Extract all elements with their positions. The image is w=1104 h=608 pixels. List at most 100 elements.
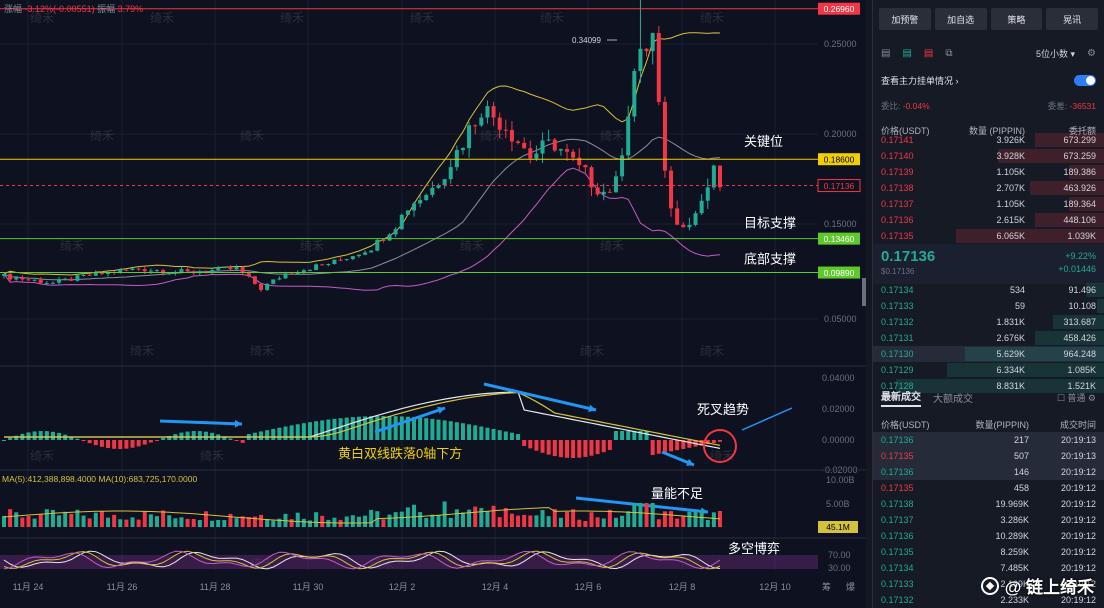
candle-body bbox=[479, 117, 484, 126]
ask-row[interactable]: 0.17137 1.105K 189.364 bbox=[873, 196, 1104, 212]
candle-body bbox=[314, 264, 319, 270]
both-sides-icon[interactable]: ▤ bbox=[881, 47, 891, 59]
bid-row[interactable]: 0.17131 2.676K 458.426 bbox=[873, 330, 1104, 346]
macd-bar bbox=[613, 431, 618, 440]
tab-latest-trades[interactable]: 最新成交 bbox=[881, 388, 921, 407]
main-order-toggle[interactable] bbox=[1074, 75, 1096, 86]
alert-button[interactable]: 加预警 bbox=[879, 8, 931, 30]
decimal-select[interactable]: 5位小数 ▾ bbox=[1035, 48, 1076, 59]
asks-only-icon[interactable]: ▤ bbox=[923, 47, 934, 59]
news-button[interactable]: 晃讯 bbox=[1046, 8, 1098, 30]
bid-row[interactable]: 0.17132 1.831K 313.687 bbox=[873, 314, 1104, 330]
candle-body bbox=[601, 191, 606, 195]
macd-bar bbox=[687, 440, 692, 448]
candle-body bbox=[522, 142, 527, 149]
bid-row[interactable]: 0.17129 6.334K 1.085K bbox=[873, 362, 1104, 378]
normal-checkbox-label: 普通 bbox=[1067, 393, 1086, 403]
bid-price: 0.17134 bbox=[881, 285, 914, 295]
watermark-tile: 绮禾 bbox=[130, 344, 154, 358]
chart-area[interactable]: 0.350000.300000.250000.200000.150000.050… bbox=[0, 0, 866, 608]
candle-body bbox=[167, 272, 172, 274]
macd-bar bbox=[503, 431, 508, 440]
bid-total: 10.108 bbox=[1068, 301, 1096, 311]
bid-qty: 59 bbox=[1014, 301, 1025, 311]
volume-bar bbox=[136, 519, 141, 527]
annotation-arrow bbox=[159, 419, 243, 426]
watermark-tile: 绮禾 bbox=[460, 239, 484, 253]
action-buttons: 加预警 加自选 策略 晃讯 bbox=[879, 8, 1098, 30]
volume-bar bbox=[173, 518, 178, 527]
watermark-tile: 绮禾 bbox=[250, 344, 274, 358]
tab-large-trades[interactable]: 大额成交 bbox=[933, 394, 973, 405]
candle-body bbox=[491, 106, 496, 118]
bid-depth-bar bbox=[896, 379, 1104, 393]
macd-dea-line bbox=[4, 391, 721, 446]
macd-bar bbox=[375, 416, 380, 440]
candle-body bbox=[271, 279, 276, 284]
candle-body bbox=[681, 224, 686, 228]
candle-body bbox=[552, 139, 557, 151]
ask-row[interactable]: 0.17141 3.926K 673.299 bbox=[873, 132, 1104, 148]
watermark-tile: 绮禾 bbox=[30, 449, 54, 463]
ask-qty: 1.105K bbox=[996, 199, 1025, 209]
volume-bar bbox=[277, 518, 282, 527]
annotation-text: 多空博弈 bbox=[728, 541, 780, 556]
volume-bar bbox=[50, 509, 55, 527]
macd-bar bbox=[271, 428, 276, 440]
volume-bar bbox=[295, 512, 300, 527]
volume-bar bbox=[528, 515, 533, 527]
trade-row: 0.17137 3.286K 20:19:12 bbox=[873, 512, 1104, 528]
volume-bar bbox=[2, 515, 6, 527]
ask-row[interactable]: 0.17138 2.707K 463.926 bbox=[873, 180, 1104, 196]
macd-bar bbox=[289, 425, 294, 440]
ask-row[interactable]: 0.17140 3.928K 673.259 bbox=[873, 148, 1104, 164]
chart-svg[interactable]: 0.350000.300000.250000.200000.150000.050… bbox=[0, 0, 866, 608]
ask-row[interactable]: 0.17139 1.105K 189.386 bbox=[873, 164, 1104, 180]
bid-row[interactable]: 0.17128 8.831K 1.521K bbox=[873, 378, 1104, 394]
time-axis-label: 12月 2 bbox=[389, 582, 416, 592]
settings-icon[interactable]: ⚙ bbox=[1087, 47, 1096, 59]
favorite-button[interactable]: 加自选 bbox=[934, 8, 987, 30]
candle-body bbox=[638, 48, 643, 72]
macd-bar bbox=[228, 438, 233, 440]
annotation-arrow bbox=[483, 382, 597, 412]
macd-bar bbox=[99, 440, 104, 447]
volume-axis-label: 10.00B bbox=[826, 475, 855, 485]
candle-body bbox=[430, 187, 435, 195]
main-order-label[interactable]: 查看主力挂单情况 › bbox=[881, 76, 959, 86]
watermark-tile: 绮禾 bbox=[700, 344, 724, 358]
expand-icon[interactable]: ⧉ bbox=[945, 47, 953, 59]
change-label: 涨幅 bbox=[4, 4, 23, 14]
time-axis-label: 11月 24 bbox=[13, 582, 44, 592]
candle-body bbox=[460, 148, 465, 151]
trade-time: 20:19:12 bbox=[1060, 483, 1096, 493]
macd-bar bbox=[405, 416, 410, 440]
bid-row[interactable]: 0.17133 59 10.108 bbox=[873, 298, 1104, 314]
mid-change: +9.22% +0.01446 bbox=[1058, 250, 1096, 276]
ask-row[interactable]: 0.17135 6.065K 1.039K bbox=[873, 228, 1104, 244]
middle-band-line bbox=[3, 136, 721, 281]
candle-body bbox=[540, 140, 545, 154]
candle-body bbox=[436, 185, 441, 188]
macd-bar bbox=[179, 432, 184, 440]
trade-row: 0.17135 8.259K 20:19:12 bbox=[873, 544, 1104, 560]
bid-total: 1.085K bbox=[1067, 365, 1096, 375]
volume-bar bbox=[693, 511, 698, 527]
time-axis-label: 12月 8 bbox=[669, 582, 696, 592]
bids-only-icon[interactable]: ▤ bbox=[902, 47, 912, 59]
volume-bar bbox=[314, 512, 319, 527]
volume-bar bbox=[509, 513, 514, 527]
macd-bar bbox=[154, 440, 159, 441]
ask-qty: 6.065K bbox=[996, 231, 1025, 241]
bid-row[interactable]: 0.17130 5.629K 964.248 bbox=[873, 346, 1104, 362]
normal-checkbox[interactable]: ☐ 普通 ⚙ bbox=[1056, 393, 1096, 403]
ask-row[interactable]: 0.17136 2.615K 448.106 bbox=[873, 212, 1104, 228]
candle-body bbox=[295, 272, 300, 275]
candle-body bbox=[283, 273, 288, 279]
volume-ma-text: MA(5):412,388,898.4000 MA(10):683,725,17… bbox=[2, 474, 197, 484]
peak-label: 0.34099 bbox=[572, 36, 601, 45]
candle-body bbox=[44, 282, 49, 284]
strategy-button[interactable]: 策略 bbox=[990, 8, 1043, 30]
volume-bar bbox=[485, 511, 490, 527]
bid-row[interactable]: 0.17134 534 91.496 bbox=[873, 282, 1104, 298]
